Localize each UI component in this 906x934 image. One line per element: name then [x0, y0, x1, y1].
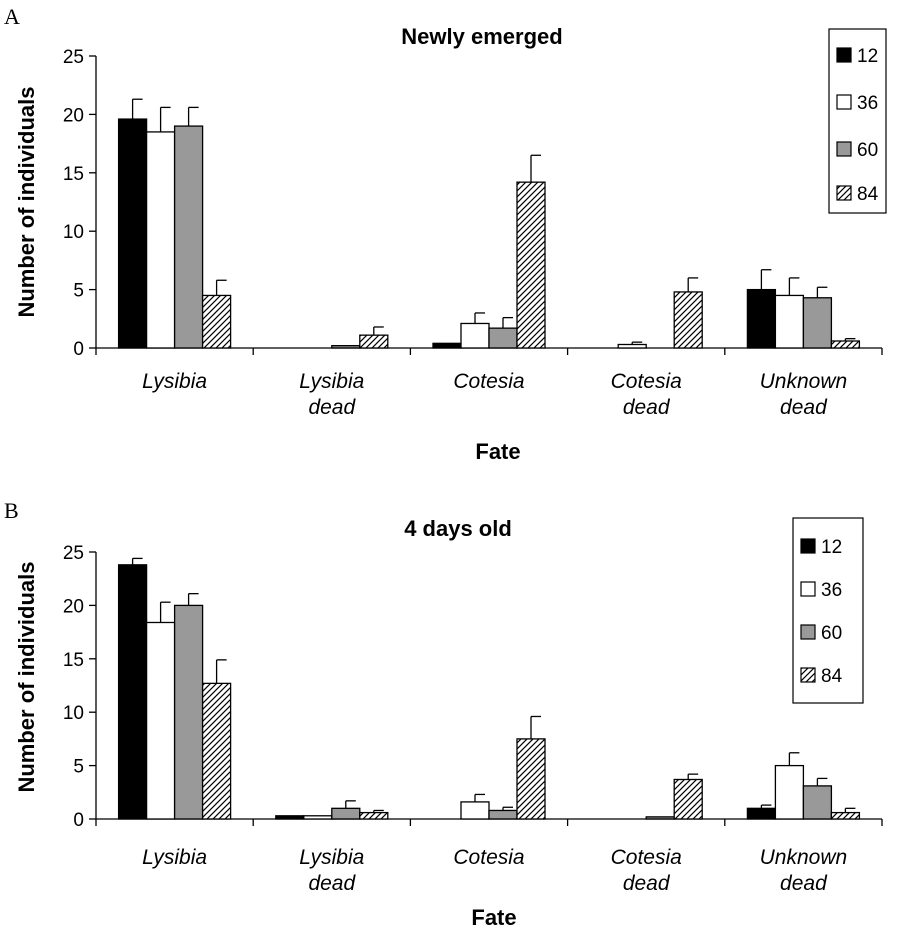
- bar-series-12: [432, 342, 462, 349]
- bar-series-60: [645, 816, 675, 820]
- bar-series-84: [359, 811, 389, 820]
- y-tick-label: 25: [63, 543, 84, 564]
- legend-swatch-12: [800, 538, 816, 554]
- legend-label-36: 36: [857, 93, 878, 114]
- chart-title-b: 4 days old: [404, 516, 512, 541]
- legend-label-12: 12: [857, 46, 878, 67]
- bar-series-36: [774, 294, 805, 349]
- legend-swatch-36: [836, 94, 852, 110]
- y-tick-label: 25: [63, 47, 84, 68]
- bar-series-60: [173, 604, 204, 820]
- legend-label-84: 84: [857, 184, 879, 205]
- bar-series-60: [488, 809, 518, 820]
- bar-series-36: [774, 764, 805, 820]
- panel-letter-b: B: [4, 498, 19, 523]
- bar-series-12: [275, 815, 305, 820]
- bar-series-12: [117, 564, 148, 820]
- legend-swatch-60: [800, 624, 816, 640]
- legend-swatch-84: [800, 667, 816, 683]
- category-label: Cotesia dead: [611, 846, 682, 895]
- y-tick-label: 20: [63, 596, 84, 617]
- bar-series-84: [673, 778, 703, 820]
- y-tick-label: 20: [63, 105, 84, 126]
- y-tick-label: 10: [63, 703, 84, 724]
- legend-label-60: 60: [821, 623, 842, 644]
- bar-series-36: [145, 621, 176, 820]
- legend-label-84: 84: [821, 666, 843, 687]
- y-tick-label: 10: [63, 222, 84, 243]
- y-tick-label: 5: [73, 281, 84, 302]
- bar-series-12: [746, 807, 777, 820]
- legend-swatch-12: [836, 47, 852, 63]
- y-tick-label: 0: [73, 339, 84, 360]
- category-label: Cotesia dead: [611, 370, 682, 419]
- category-label: Lysibia dead: [299, 846, 364, 895]
- y-tick-label: 5: [73, 757, 84, 778]
- bar-series-84: [359, 334, 389, 349]
- legend-swatch-36: [800, 581, 816, 597]
- bar-series-60: [802, 785, 833, 820]
- panel-letter-a: A: [4, 4, 20, 29]
- bar-series-84: [516, 181, 546, 349]
- bar-series-60: [331, 807, 361, 820]
- bar-series-60: [488, 327, 518, 349]
- category-label: Lysibia dead: [299, 370, 364, 419]
- y-axis-label-b: Number of individuals: [14, 561, 39, 792]
- legend-swatch-84: [836, 185, 852, 201]
- bar-series-60: [802, 297, 833, 349]
- category-label: Unknown dead: [760, 370, 848, 419]
- bar-series-84: [830, 811, 861, 820]
- y-tick-label: 15: [63, 164, 84, 185]
- bar-series-36: [460, 801, 490, 820]
- bar-series-12: [117, 118, 148, 349]
- chart-panel-b: B 4 days old Number of individuals Fate …: [4, 498, 883, 930]
- legend-label-36: 36: [821, 580, 842, 601]
- bar-series-84: [201, 294, 232, 349]
- chart-panel-a: A Newly emerged Number of individuals Fa…: [4, 4, 887, 464]
- y-tick-label: 15: [63, 650, 84, 671]
- bar-series-36: [617, 343, 647, 349]
- y-axis-label-a: Number of individuals: [14, 86, 39, 317]
- legend-label-60: 60: [857, 140, 878, 161]
- bar-series-84: [516, 738, 546, 820]
- bar-series-84: [673, 291, 703, 349]
- category-label: Cotesia: [453, 846, 524, 869]
- bar-series-84: [830, 340, 861, 349]
- bar-series-36: [303, 815, 333, 820]
- y-tick-label: 0: [73, 810, 84, 831]
- bar-series-60: [331, 345, 361, 349]
- legend-swatch-60: [836, 141, 852, 157]
- category-label: Lysibia: [142, 370, 207, 393]
- category-label: Unknown dead: [760, 846, 848, 895]
- bar-series-36: [145, 131, 176, 349]
- category-label: Cotesia: [453, 370, 524, 393]
- category-label: Lysibia: [142, 846, 207, 869]
- x-axis-label-b: Fate: [471, 905, 516, 930]
- x-axis-label-a: Fate: [475, 439, 520, 464]
- bar-series-60: [173, 125, 204, 349]
- chart-title-a: Newly emerged: [401, 24, 562, 49]
- bar-series-12: [746, 288, 777, 349]
- legend-label-12: 12: [821, 537, 842, 558]
- bar-series-84: [201, 682, 232, 820]
- bar-series-36: [460, 322, 490, 349]
